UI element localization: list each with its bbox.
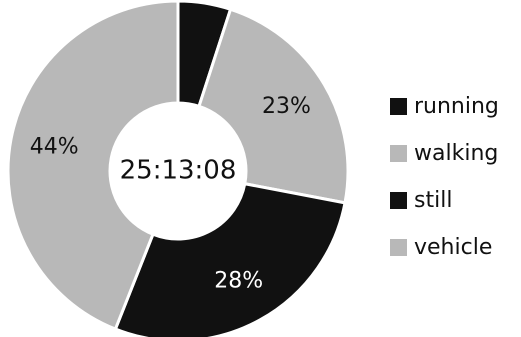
slice-label-walking: 23%	[262, 94, 311, 119]
legend-label-walking: walking	[414, 140, 499, 166]
slice-vehicle	[6, 0, 180, 332]
legend-item-vehicle: vehicle	[390, 229, 499, 265]
legend-label-running: running	[414, 93, 499, 119]
legend-item-still: still	[390, 182, 499, 218]
legend-label-vehicle: vehicle	[414, 234, 493, 260]
legend-label-still: still	[414, 187, 453, 213]
legend-swatch-walking	[390, 144, 407, 162]
slice-walking	[197, 7, 350, 205]
slice-label-vehicle: 44%	[30, 134, 79, 159]
center-time-label: 25:13:08	[120, 156, 237, 186]
legend: running walking still vehicle	[390, 88, 499, 265]
legend-swatch-vehicle	[390, 238, 407, 256]
slice-still	[113, 181, 347, 337]
legend-swatch-running	[390, 97, 407, 115]
legend-item-walking: walking	[390, 135, 499, 171]
slice-label-still: 28%	[214, 268, 263, 293]
legend-swatch-still	[390, 191, 407, 209]
legend-item-running: running	[390, 88, 499, 124]
